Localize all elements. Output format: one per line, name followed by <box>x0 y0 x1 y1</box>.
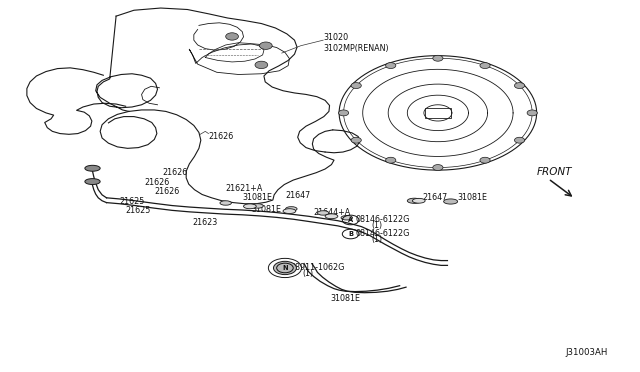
Ellipse shape <box>252 204 263 208</box>
Ellipse shape <box>85 165 100 171</box>
Circle shape <box>339 110 349 116</box>
Bar <box>425 108 451 118</box>
Ellipse shape <box>325 214 338 219</box>
Text: 31081E: 31081E <box>252 205 282 214</box>
Circle shape <box>259 42 272 49</box>
Text: 21647: 21647 <box>285 191 310 200</box>
Circle shape <box>226 33 239 40</box>
Text: 21621+A: 21621+A <box>226 185 263 193</box>
Circle shape <box>386 62 396 68</box>
Ellipse shape <box>407 198 421 203</box>
Text: 21644+A: 21644+A <box>314 208 351 218</box>
Ellipse shape <box>341 215 353 220</box>
Text: 21625: 21625 <box>125 206 151 215</box>
Circle shape <box>515 83 525 89</box>
Ellipse shape <box>412 198 425 203</box>
Circle shape <box>273 261 296 275</box>
Circle shape <box>351 83 362 89</box>
Text: B: B <box>348 231 353 237</box>
Ellipse shape <box>317 211 329 215</box>
Circle shape <box>515 137 525 143</box>
Ellipse shape <box>220 201 232 205</box>
Text: (1): (1) <box>371 235 382 244</box>
Text: 31081E: 31081E <box>457 193 487 202</box>
Text: 21626: 21626 <box>154 187 180 196</box>
Text: 21626: 21626 <box>209 132 234 141</box>
Text: 31081E: 31081E <box>331 294 361 303</box>
Ellipse shape <box>244 204 256 209</box>
Ellipse shape <box>444 199 458 204</box>
Ellipse shape <box>283 209 296 214</box>
Circle shape <box>433 55 443 61</box>
Text: A: A <box>348 217 353 223</box>
Circle shape <box>433 164 443 170</box>
Text: (1): (1) <box>303 269 314 278</box>
Text: FRONT: FRONT <box>537 167 572 177</box>
Text: 21626: 21626 <box>145 178 170 187</box>
Circle shape <box>255 61 268 68</box>
Circle shape <box>386 157 396 163</box>
Text: 21623: 21623 <box>193 218 218 227</box>
Text: 21625: 21625 <box>119 198 145 206</box>
Text: 31081E: 31081E <box>243 193 272 202</box>
Circle shape <box>480 62 490 68</box>
Circle shape <box>527 110 538 116</box>
Circle shape <box>480 157 490 163</box>
Ellipse shape <box>85 179 100 185</box>
Text: (1): (1) <box>371 221 382 230</box>
Text: 08146-6122G: 08146-6122G <box>355 230 410 238</box>
Text: 08911-1062G: 08911-1062G <box>290 263 344 272</box>
Ellipse shape <box>285 207 297 211</box>
Text: 21647: 21647 <box>422 193 447 202</box>
Text: 3102MP(RENAN): 3102MP(RENAN) <box>323 44 389 53</box>
Text: 21626: 21626 <box>163 168 188 177</box>
Text: 08146-6122G: 08146-6122G <box>355 215 410 224</box>
Text: N: N <box>282 265 288 271</box>
Text: J31003AH: J31003AH <box>565 348 608 357</box>
Circle shape <box>351 137 362 143</box>
Text: 31020: 31020 <box>323 33 348 42</box>
